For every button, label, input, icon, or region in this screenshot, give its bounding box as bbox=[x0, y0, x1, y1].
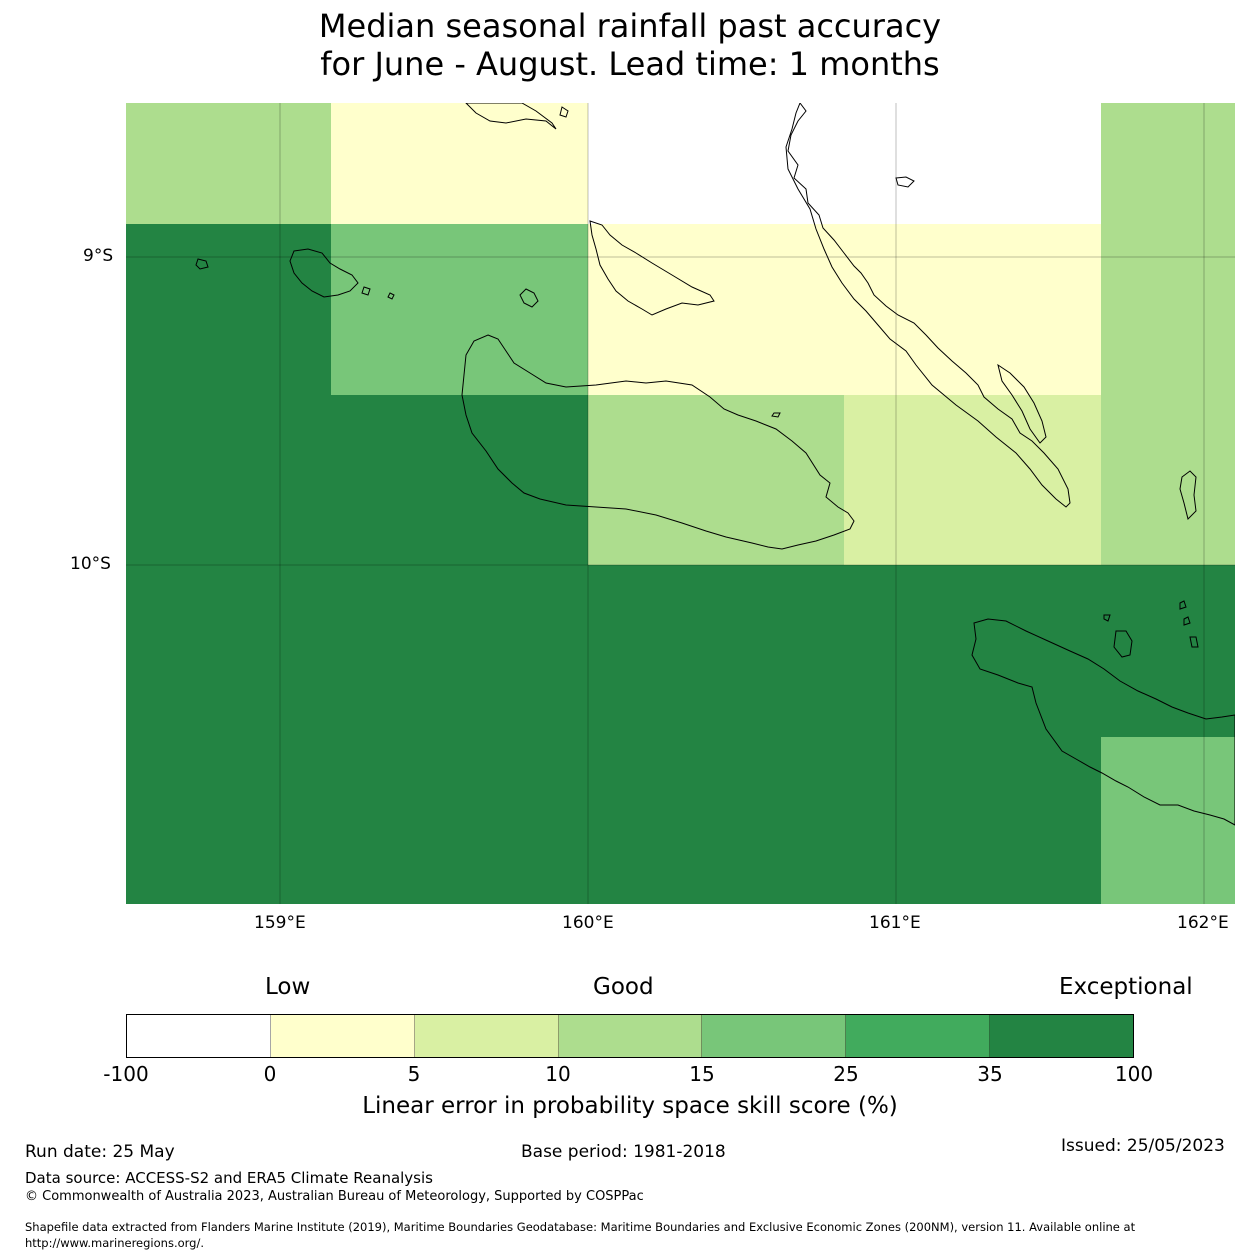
chart-title-line-1: Median seasonal rainfall past accuracy bbox=[318, 7, 942, 45]
legend-swatch bbox=[558, 1015, 703, 1057]
coastline-santa-isabel bbox=[785, 103, 1071, 508]
legend-tick-label: 100 bbox=[1114, 1062, 1154, 1086]
coastline-outlines bbox=[195, 103, 1235, 826]
legend-tick-label: 0 bbox=[263, 1062, 277, 1086]
coastline-russell-islet bbox=[361, 286, 371, 296]
skill-cell bbox=[844, 737, 1101, 904]
legend-tick-label: 25 bbox=[833, 1062, 859, 1086]
legend-tick-label: 10 bbox=[545, 1062, 571, 1086]
lat-tick-label: 9°S bbox=[83, 246, 114, 266]
coastline-isabel-islet bbox=[895, 176, 915, 188]
skill-cell bbox=[126, 395, 331, 565]
legend-good-label: Good bbox=[593, 974, 654, 1000]
coastline-guadalcanal-islet bbox=[771, 412, 781, 418]
legend-tick-label: 5 bbox=[407, 1062, 421, 1086]
skill-cell bbox=[331, 103, 588, 224]
legend-swatch bbox=[702, 1015, 847, 1057]
skill-cell bbox=[1101, 103, 1235, 224]
skill-cell bbox=[588, 103, 1101, 224]
skill-cell bbox=[126, 737, 844, 904]
skill-cell bbox=[331, 565, 1235, 737]
shapefile-credit-line-2: http://www.marineregions.org/. bbox=[25, 1236, 204, 1250]
skill-cell bbox=[844, 395, 1101, 565]
copyright-notice: © Commonwealth of Australia 2023, Austra… bbox=[25, 1189, 644, 1204]
coastline-savo bbox=[519, 288, 539, 308]
legend-swatch bbox=[990, 1015, 1134, 1057]
chart-title-line-2: for June - August. Lead time: 1 months bbox=[320, 45, 940, 83]
skill-cell bbox=[126, 103, 331, 224]
coastline-eastern-islet bbox=[1179, 470, 1197, 520]
coastline-north-islet bbox=[465, 103, 557, 130]
legend-tick-label: 15 bbox=[689, 1062, 715, 1086]
legend-axis-label: Linear error in probability space skill … bbox=[362, 1093, 898, 1119]
issued-date: Issued: 25/05/2023 bbox=[1061, 1136, 1225, 1156]
skill-cell bbox=[331, 224, 588, 395]
skill-map-canvas bbox=[126, 103, 1235, 904]
skill-map bbox=[126, 103, 1235, 904]
legend-swatch bbox=[270, 1015, 415, 1057]
coastline-eastern-islet bbox=[1183, 616, 1191, 626]
coastline-makira-islet bbox=[1113, 630, 1133, 658]
lon-tick-label: 159°E bbox=[254, 913, 306, 933]
coastline-eastern-islet bbox=[1189, 636, 1199, 648]
skill-cell bbox=[1101, 737, 1235, 904]
skill-cell bbox=[588, 224, 1101, 395]
coastline-guadalcanal bbox=[461, 334, 855, 550]
data-source: Data source: ACCESS-S2 and ERA5 Climate … bbox=[25, 1169, 433, 1187]
legend-swatch bbox=[846, 1015, 991, 1057]
legend-tick-label: -100 bbox=[103, 1062, 149, 1086]
coastline-eastern-islet bbox=[1179, 600, 1187, 610]
lon-tick-label: 160°E bbox=[562, 913, 614, 933]
lat-tick-label: 10°S bbox=[70, 554, 111, 574]
lon-tick-label: 162°E bbox=[1177, 913, 1229, 933]
coastline-russell-islet bbox=[387, 292, 395, 300]
coastline-russell-islands bbox=[289, 248, 359, 298]
skill-cell bbox=[588, 395, 844, 565]
run-date: Run date: 25 May bbox=[25, 1142, 175, 1162]
base-period: Base period: 1981-2018 bbox=[521, 1142, 726, 1162]
coastline-north-islet bbox=[559, 106, 569, 118]
coastline-san-jorge bbox=[997, 363, 1047, 444]
lon-tick-label: 161°E bbox=[869, 913, 921, 933]
skill-cell bbox=[126, 224, 331, 395]
legend-swatch bbox=[414, 1015, 559, 1057]
legend-exceptional-label: Exceptional bbox=[1059, 974, 1193, 1000]
coastline-russell-islet bbox=[195, 258, 209, 270]
legend-colorbar bbox=[126, 1014, 1134, 1058]
skill-cell bbox=[126, 565, 331, 737]
skill-cell bbox=[1101, 395, 1235, 565]
legend-tick-label: 35 bbox=[977, 1062, 1003, 1086]
legend-low-label: Low bbox=[265, 974, 311, 1000]
coastline-makira bbox=[971, 618, 1235, 826]
coastline-florida-islands bbox=[589, 220, 715, 316]
shapefile-credit-line-1: Shapefile data extracted from Flanders M… bbox=[25, 1220, 1136, 1234]
skill-cell bbox=[1101, 224, 1235, 395]
coastline-makira-islet bbox=[1103, 614, 1111, 622]
legend-swatch bbox=[127, 1015, 271, 1057]
skill-cell bbox=[331, 395, 588, 565]
